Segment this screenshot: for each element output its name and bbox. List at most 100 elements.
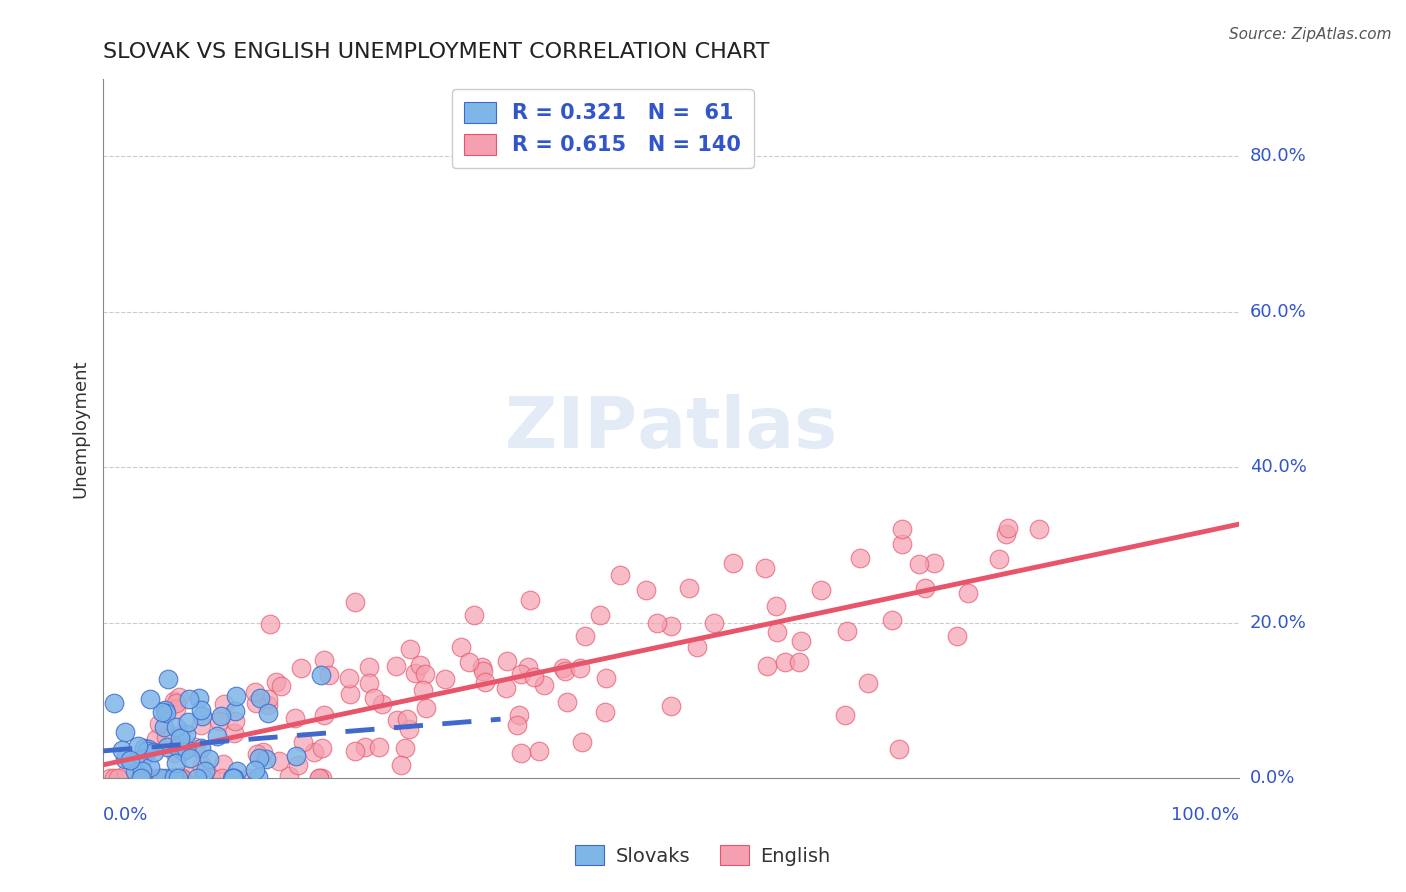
Point bbox=[238, 771, 260, 785]
Point bbox=[678, 581, 700, 595]
Point bbox=[257, 706, 280, 720]
Point bbox=[110, 743, 132, 757]
Point bbox=[107, 771, 129, 785]
Point bbox=[363, 690, 385, 705]
Point bbox=[553, 660, 575, 674]
Text: 20.0%: 20.0% bbox=[1250, 614, 1306, 632]
Point bbox=[134, 771, 156, 785]
Point bbox=[224, 714, 246, 728]
Point bbox=[523, 670, 546, 684]
Point bbox=[555, 695, 578, 709]
Point bbox=[155, 739, 177, 754]
Point bbox=[200, 771, 222, 785]
Point bbox=[259, 617, 281, 632]
Point bbox=[243, 684, 266, 698]
Point bbox=[157, 673, 180, 687]
Text: 60.0%: 60.0% bbox=[1250, 302, 1306, 321]
Point bbox=[142, 771, 165, 785]
Point bbox=[463, 607, 485, 622]
Point bbox=[533, 678, 555, 692]
Point bbox=[170, 727, 193, 741]
Point bbox=[257, 692, 280, 706]
Point bbox=[308, 771, 330, 785]
Point bbox=[766, 624, 789, 639]
Point bbox=[170, 771, 193, 785]
Point bbox=[170, 771, 193, 785]
Point bbox=[190, 717, 212, 731]
Point bbox=[224, 704, 246, 718]
Point bbox=[148, 716, 170, 731]
Point bbox=[221, 771, 243, 785]
Point bbox=[245, 696, 267, 710]
Point bbox=[167, 690, 190, 704]
Point bbox=[634, 583, 657, 598]
Point bbox=[129, 771, 152, 785]
Point bbox=[645, 615, 668, 630]
Point bbox=[988, 552, 1011, 566]
Point bbox=[659, 699, 682, 714]
Point bbox=[209, 708, 232, 723]
Point bbox=[165, 696, 187, 710]
Point bbox=[207, 729, 229, 743]
Point bbox=[166, 739, 188, 754]
Point bbox=[571, 735, 593, 749]
Point bbox=[343, 595, 366, 609]
Point bbox=[344, 744, 367, 758]
Point bbox=[165, 771, 187, 785]
Point bbox=[385, 658, 408, 673]
Point bbox=[1028, 522, 1050, 536]
Text: Source: ZipAtlas.com: Source: ZipAtlas.com bbox=[1229, 27, 1392, 42]
Point bbox=[945, 629, 967, 643]
Point bbox=[150, 705, 173, 719]
Point bbox=[354, 740, 377, 755]
Text: 0.0%: 0.0% bbox=[103, 806, 149, 824]
Text: 0.0%: 0.0% bbox=[1250, 769, 1295, 788]
Point bbox=[994, 527, 1017, 541]
Point bbox=[569, 661, 592, 675]
Point bbox=[222, 771, 245, 785]
Point bbox=[139, 692, 162, 706]
Point bbox=[659, 619, 682, 633]
Point bbox=[191, 709, 214, 723]
Point bbox=[129, 771, 152, 785]
Point bbox=[162, 771, 184, 785]
Point bbox=[389, 757, 412, 772]
Point bbox=[290, 661, 312, 675]
Point bbox=[510, 746, 533, 760]
Text: 40.0%: 40.0% bbox=[1250, 458, 1306, 476]
Point bbox=[554, 665, 576, 679]
Point bbox=[337, 672, 360, 686]
Point bbox=[256, 698, 278, 712]
Point bbox=[589, 608, 612, 623]
Text: SLOVAK VS ENGLISH UNEMPLOYMENT CORRELATION CHART: SLOVAK VS ENGLISH UNEMPLOYMENT CORRELATI… bbox=[103, 42, 769, 62]
Point bbox=[754, 561, 776, 575]
Point bbox=[208, 714, 231, 729]
Point bbox=[267, 754, 290, 768]
Point bbox=[264, 674, 287, 689]
Point bbox=[188, 690, 211, 705]
Point bbox=[471, 659, 494, 673]
Point bbox=[924, 557, 946, 571]
Point bbox=[702, 615, 724, 630]
Point bbox=[103, 696, 125, 710]
Point bbox=[997, 521, 1019, 535]
Point bbox=[163, 746, 186, 760]
Point bbox=[247, 770, 270, 784]
Point bbox=[212, 698, 235, 712]
Point bbox=[312, 653, 335, 667]
Point bbox=[404, 665, 426, 680]
Point bbox=[197, 751, 219, 765]
Point bbox=[131, 764, 153, 779]
Point bbox=[132, 740, 155, 755]
Point bbox=[184, 739, 207, 754]
Point bbox=[222, 771, 245, 785]
Point bbox=[287, 758, 309, 772]
Point bbox=[472, 665, 495, 679]
Point bbox=[155, 706, 177, 720]
Point bbox=[134, 771, 156, 785]
Point bbox=[285, 748, 308, 763]
Point bbox=[686, 640, 709, 654]
Point bbox=[434, 672, 457, 686]
Point bbox=[254, 752, 277, 766]
Point bbox=[186, 771, 208, 785]
